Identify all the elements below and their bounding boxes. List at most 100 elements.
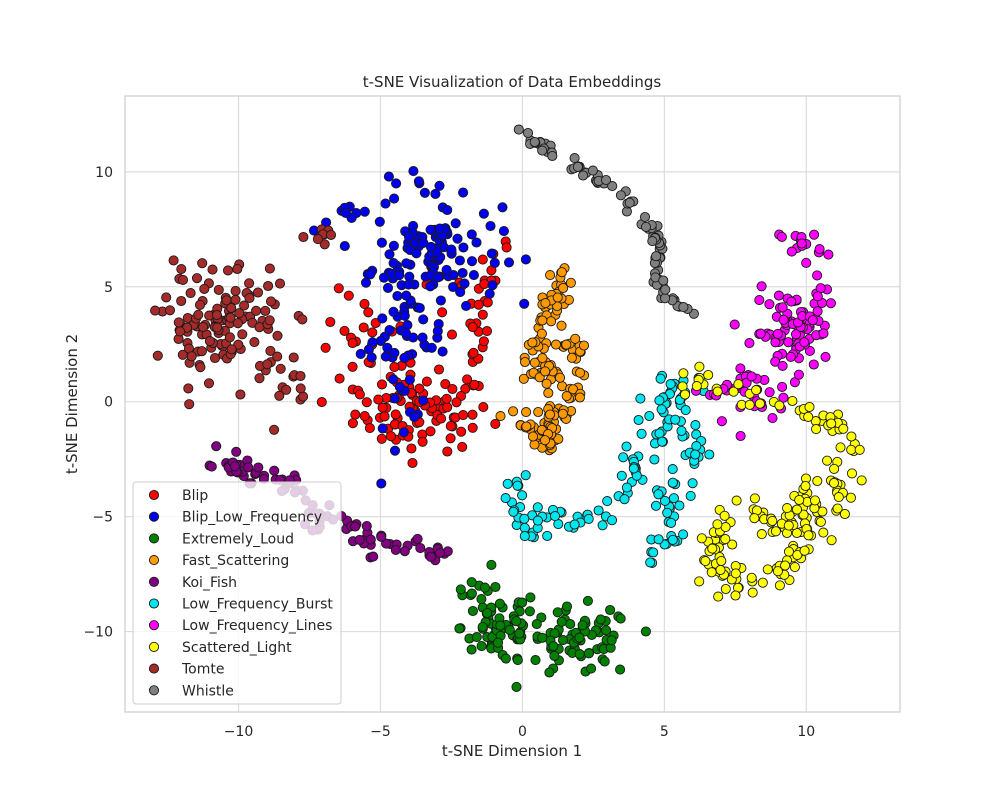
data-point — [690, 449, 701, 460]
data-point — [175, 326, 186, 337]
data-point — [586, 663, 597, 674]
data-point — [578, 340, 590, 351]
data-point — [660, 284, 671, 295]
data-point — [211, 309, 222, 321]
data-point — [583, 513, 594, 524]
data-point — [176, 264, 187, 275]
data-point — [624, 197, 635, 208]
x-axis-title: t-SNE Dimension 1 — [442, 742, 582, 760]
data-point — [197, 258, 208, 269]
series-tomte — [150, 224, 337, 435]
data-point — [418, 314, 429, 325]
data-point — [389, 362, 400, 373]
data-point — [751, 385, 762, 396]
data-point — [712, 519, 723, 530]
data-point — [524, 606, 535, 617]
data-point — [655, 373, 666, 384]
data-point — [312, 234, 323, 245]
data-point — [835, 442, 846, 453]
data-point — [364, 423, 375, 434]
data-point — [269, 424, 280, 435]
data-point — [532, 515, 543, 526]
data-point — [265, 345, 276, 356]
legend-label: Tomte — [181, 662, 224, 678]
data-point — [678, 368, 689, 379]
data-point — [477, 621, 488, 633]
data-point — [504, 624, 515, 635]
data-point — [833, 492, 844, 503]
data-point — [476, 594, 487, 605]
data-point — [403, 231, 415, 242]
data-point — [379, 411, 390, 422]
data-point — [839, 508, 850, 520]
data-point — [359, 411, 370, 422]
data-point — [599, 656, 610, 667]
data-point — [168, 255, 179, 266]
data-point — [275, 363, 286, 374]
data-point — [520, 470, 531, 481]
data-point — [265, 296, 277, 307]
data-point — [437, 346, 448, 357]
data-point — [530, 655, 541, 666]
data-point — [846, 468, 858, 479]
data-point — [204, 336, 215, 347]
data-point — [489, 257, 500, 268]
data-point — [772, 328, 783, 339]
data-point — [490, 418, 501, 429]
data-point — [676, 425, 687, 436]
data-point — [537, 315, 548, 326]
data-point — [459, 278, 470, 289]
data-point — [561, 391, 572, 402]
series-low-frequency-burst — [500, 370, 715, 568]
data-point — [807, 315, 818, 326]
data-point — [772, 566, 783, 577]
data-point — [412, 533, 423, 544]
data-point — [792, 549, 803, 561]
data-point — [803, 411, 814, 422]
data-point — [735, 363, 746, 374]
data-point — [211, 441, 222, 452]
data-point — [799, 337, 810, 348]
data-point — [550, 339, 562, 350]
data-point — [229, 461, 240, 472]
data-point — [543, 387, 554, 399]
data-point — [448, 281, 459, 293]
data-point — [198, 321, 209, 333]
data-point — [539, 435, 551, 446]
series-scattered-light — [677, 361, 867, 602]
data-point — [446, 329, 458, 340]
data-point — [615, 664, 626, 675]
data-point — [615, 190, 626, 201]
data-point — [401, 290, 412, 301]
data-point — [262, 359, 273, 370]
data-point — [666, 517, 677, 528]
data-point — [418, 237, 429, 248]
data-point — [777, 302, 788, 313]
data-point — [733, 379, 744, 390]
data-point — [553, 433, 564, 445]
data-point — [607, 181, 618, 192]
data-point — [517, 597, 528, 608]
data-point — [544, 409, 556, 420]
data-point — [458, 410, 469, 421]
data-point — [645, 557, 656, 568]
data-point — [468, 347, 479, 358]
data-point — [615, 613, 626, 624]
x-tick-label: 0 — [518, 724, 527, 740]
data-point — [679, 389, 691, 400]
data-point — [818, 328, 829, 339]
data-point — [442, 402, 453, 413]
data-point — [783, 337, 794, 348]
data-point — [597, 520, 608, 531]
data-point — [774, 400, 785, 411]
data-point — [376, 433, 387, 444]
data-point — [297, 314, 308, 325]
data-point — [820, 351, 831, 362]
data-point — [380, 198, 391, 209]
data-point — [557, 635, 569, 646]
data-point — [239, 300, 250, 311]
data-point — [295, 370, 306, 382]
data-point — [640, 221, 652, 232]
y-tick-label: 5 — [104, 280, 113, 296]
data-point — [690, 420, 701, 431]
